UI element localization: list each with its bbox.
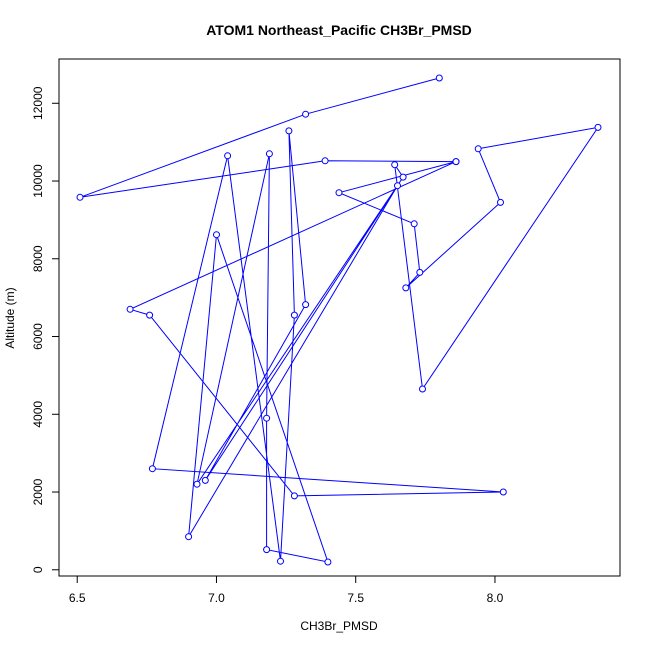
y-tick-label: 2000 bbox=[31, 478, 45, 505]
data-point bbox=[435, 74, 443, 82]
plot-area bbox=[76, 74, 602, 566]
x-tick-label: 7.5 bbox=[347, 591, 364, 605]
data-point bbox=[213, 231, 220, 239]
data-point bbox=[410, 220, 418, 228]
y-axis: 0 2000 4000 6000 8000 10000 12000 bbox=[31, 86, 60, 573]
data-point bbox=[201, 476, 209, 484]
data-point bbox=[474, 145, 482, 153]
y-tick-label: 12000 bbox=[31, 86, 45, 120]
x-axis-label: CH3Br_PMSD bbox=[300, 619, 378, 633]
data-point bbox=[224, 152, 232, 160]
data-point bbox=[302, 301, 310, 309]
data-point bbox=[594, 123, 602, 131]
data-point bbox=[263, 546, 271, 554]
data-point bbox=[416, 268, 424, 276]
data-point bbox=[394, 182, 401, 190]
data-point bbox=[193, 480, 201, 488]
data-point bbox=[399, 173, 407, 181]
data-point bbox=[263, 414, 271, 422]
y-tick-label: 6000 bbox=[31, 323, 45, 350]
data-point bbox=[335, 189, 343, 197]
data-point bbox=[148, 465, 156, 473]
data-point bbox=[419, 385, 426, 393]
chart-title: ATOM1 Northeast_Pacific CH3Br_PMSD bbox=[206, 22, 472, 38]
y-tick-label: 10000 bbox=[31, 164, 45, 198]
y-tick-label: 4000 bbox=[31, 401, 45, 428]
data-point bbox=[265, 150, 273, 158]
data-point bbox=[76, 193, 84, 201]
data-point bbox=[185, 533, 193, 541]
x-tick-label: 8.0 bbox=[487, 591, 504, 605]
data-point bbox=[290, 311, 298, 319]
data-point bbox=[497, 198, 504, 206]
y-tick-label: 8000 bbox=[31, 245, 45, 272]
x-axis: 6.5 7.0 7.5 8.0 bbox=[69, 575, 504, 605]
x-tick-label: 7.0 bbox=[208, 591, 225, 605]
data-point bbox=[146, 311, 154, 319]
data-point bbox=[402, 284, 410, 292]
x-tick-label: 6.5 bbox=[69, 591, 86, 605]
data-point bbox=[126, 305, 134, 313]
data-point bbox=[285, 127, 293, 135]
data-point bbox=[324, 558, 332, 566]
data-point bbox=[277, 557, 284, 565]
data-point bbox=[302, 110, 310, 118]
data-point bbox=[499, 488, 507, 496]
y-axis-label: Altitude (m) bbox=[3, 287, 17, 348]
data-point bbox=[391, 161, 399, 169]
data-point bbox=[290, 492, 298, 500]
data-point bbox=[321, 157, 329, 165]
data-point bbox=[452, 158, 460, 166]
y-tick-label: 0 bbox=[31, 566, 45, 573]
